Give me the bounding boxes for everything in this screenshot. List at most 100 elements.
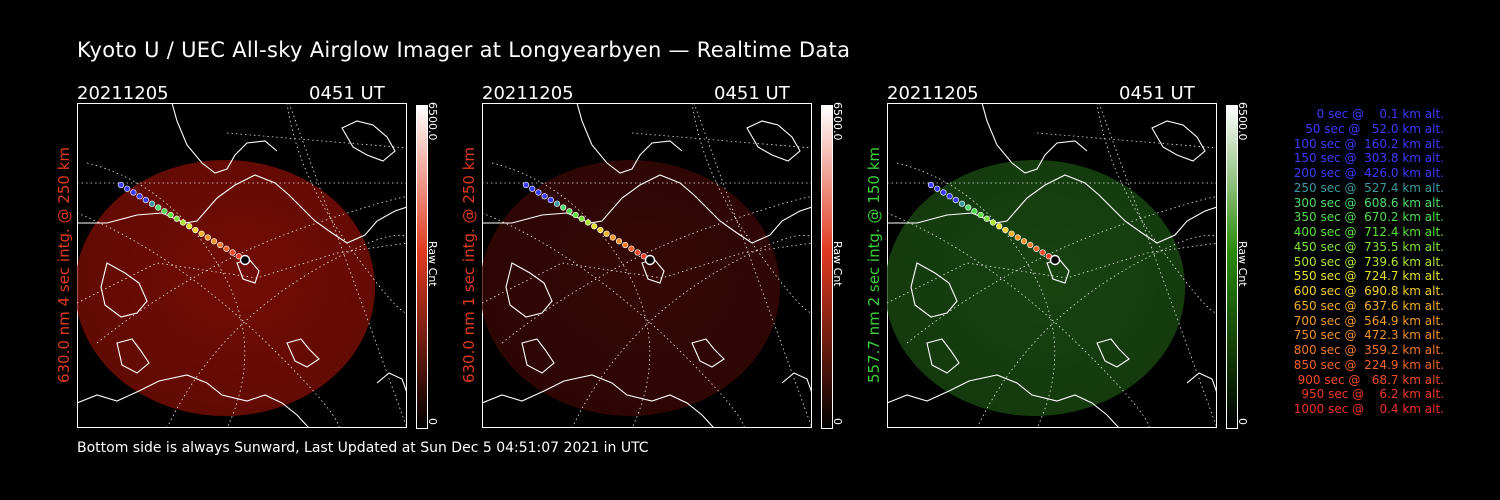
imager-panel-630-1s: 20211205 0451 UT 6500.0 Raw Cnt 0 630.0 … bbox=[460, 80, 902, 435]
trajectory-point bbox=[167, 211, 174, 219]
trajectory-point bbox=[148, 200, 156, 207]
trajectory-point bbox=[977, 211, 984, 219]
trajectory-legend: 0 sec @ 0.1 km alt. 50 sec @ 52.0 km alt… bbox=[1262, 107, 1444, 417]
legend-row: 800 sec @ 359.2 km alt. bbox=[1289, 343, 1444, 357]
trajectory-point bbox=[940, 189, 947, 196]
allsky-map bbox=[77, 103, 407, 428]
trajectory-point bbox=[161, 208, 168, 215]
airglow-image bbox=[77, 160, 375, 416]
trajectory-point bbox=[615, 238, 623, 245]
colorbar-min-label: 0 bbox=[831, 418, 844, 425]
legend-row: 600 sec @ 690.8 km alt. bbox=[1289, 284, 1444, 298]
panel-date: 20211205 bbox=[482, 83, 574, 104]
trajectory-point bbox=[547, 196, 554, 204]
panel-date: 20211205 bbox=[887, 83, 979, 104]
trajectory-point bbox=[173, 215, 180, 222]
imager-panel-557-2s: 20211205 0451 UT 6500.0 Raw Cnt 0 557.7 … bbox=[865, 80, 1307, 435]
station-marker bbox=[239, 254, 251, 266]
trajectory-point bbox=[946, 193, 953, 200]
station-marker bbox=[644, 254, 656, 266]
trajectory-point bbox=[553, 200, 561, 207]
trajectory-point bbox=[217, 241, 224, 249]
trajectory-point bbox=[179, 219, 187, 226]
colorbar-min-label: 0 bbox=[426, 418, 439, 425]
legend-row: 0 sec @ 0.1 km alt. bbox=[1305, 107, 1444, 121]
allsky-map bbox=[482, 103, 812, 428]
colorbar-unit-label: Raw Cnt bbox=[831, 241, 844, 287]
trajectory-point bbox=[952, 196, 959, 204]
channel-label: 630.0 nm 1 sec intg. @ 250 km bbox=[460, 146, 478, 384]
panel-time: 0451 UT bbox=[714, 83, 790, 104]
trajectory-point bbox=[192, 226, 199, 234]
legend-row: 350 sec @ 670.2 km alt. bbox=[1289, 210, 1444, 225]
legend-row: 950 sec @ 6.2 km alt. bbox=[1297, 387, 1444, 402]
colorbar bbox=[821, 105, 833, 429]
colorbar-max-label: 6500.0 bbox=[1236, 102, 1249, 141]
trajectory-point bbox=[1008, 230, 1015, 237]
trajectory-point bbox=[1002, 226, 1009, 234]
trajectory-point bbox=[996, 223, 1003, 230]
channel-label: 630.0 nm 4 sec intg. @ 250 km bbox=[55, 146, 73, 384]
trajectory-point bbox=[989, 219, 997, 226]
legend-row: 400 sec @ 712.4 km alt. bbox=[1289, 225, 1444, 239]
panel-time: 0451 UT bbox=[309, 83, 385, 104]
trajectory-point bbox=[622, 241, 629, 249]
station-marker bbox=[1049, 254, 1061, 266]
trajectory-point bbox=[572, 211, 579, 219]
trajectory-point bbox=[628, 245, 635, 252]
legend-row: 450 sec @ 735.5 km alt. bbox=[1289, 239, 1444, 254]
legend-row: 900 sec @ 68.7 km alt. bbox=[1293, 372, 1444, 387]
trajectory-point bbox=[1014, 234, 1021, 241]
trajectory-point bbox=[541, 193, 548, 200]
trajectory-point bbox=[136, 193, 143, 200]
trajectory-point bbox=[983, 215, 990, 222]
trajectory-point bbox=[535, 189, 542, 196]
legend-row: 500 sec @ 739.6 km alt. bbox=[1289, 254, 1444, 269]
legend-row: 250 sec @ 527.4 km alt. bbox=[1289, 180, 1444, 195]
trajectory-point bbox=[591, 223, 598, 230]
legend-row: 100 sec @ 160.2 km alt. bbox=[1289, 136, 1444, 151]
airglow-image bbox=[482, 160, 780, 416]
imager-panel-630-4s: 20211205 0451 UT 6500.0 Raw Cnt 0 630.0 … bbox=[55, 80, 497, 435]
trajectory-point bbox=[584, 219, 592, 226]
trajectory-point bbox=[634, 249, 641, 256]
panel-time: 0451 UT bbox=[1119, 83, 1195, 104]
trajectory-point bbox=[597, 226, 604, 234]
trajectory-point bbox=[1020, 238, 1028, 245]
channel-label: 557.7 nm 2 sec intg. @ 150 km bbox=[865, 146, 883, 384]
trajectory-point bbox=[609, 234, 616, 241]
trajectory-point bbox=[1033, 245, 1040, 252]
trajectory-point bbox=[578, 215, 585, 222]
trajectory-point bbox=[186, 223, 193, 230]
trajectory-point bbox=[560, 204, 567, 211]
legend-row: 550 sec @ 724.7 km alt. bbox=[1289, 269, 1444, 284]
colorbar-unit-label: Raw Cnt bbox=[426, 241, 439, 287]
trajectory-point bbox=[210, 238, 218, 245]
allsky-map bbox=[887, 103, 1217, 428]
colorbar-min-label: 0 bbox=[1236, 418, 1249, 425]
trajectory-point bbox=[155, 204, 162, 211]
trajectory-point bbox=[927, 181, 935, 189]
legend-row: 200 sec @ 426.0 km alt. bbox=[1289, 166, 1444, 180]
trajectory-point bbox=[529, 185, 536, 192]
colorbar bbox=[416, 105, 428, 429]
trajectory-point bbox=[117, 181, 125, 189]
legend-row: 650 sec @ 637.6 km alt. bbox=[1289, 298, 1444, 313]
trajectory-point bbox=[934, 185, 941, 192]
legend-row: 850 sec @ 224.9 km alt. bbox=[1289, 357, 1444, 372]
legend-row: 700 sec @ 564.9 km alt. bbox=[1289, 313, 1444, 328]
trajectory-point bbox=[204, 234, 211, 241]
trajectory-point bbox=[130, 189, 137, 196]
trajectory-point bbox=[223, 245, 230, 252]
trajectory-point bbox=[198, 230, 205, 237]
trajectory-point bbox=[229, 249, 236, 256]
legend-row: 750 sec @ 472.3 km alt. bbox=[1289, 328, 1444, 343]
colorbar-unit-label: Raw Cnt bbox=[1236, 241, 1249, 287]
page-title: Kyoto U / UEC All-sky Airglow Imager at … bbox=[77, 38, 851, 62]
colorbar-max-label: 6500.0 bbox=[426, 102, 439, 141]
trajectory-point bbox=[1039, 249, 1046, 256]
trajectory-point bbox=[522, 181, 530, 189]
airglow-image bbox=[887, 160, 1185, 416]
colorbar bbox=[1226, 105, 1238, 429]
trajectory-point bbox=[958, 200, 966, 207]
